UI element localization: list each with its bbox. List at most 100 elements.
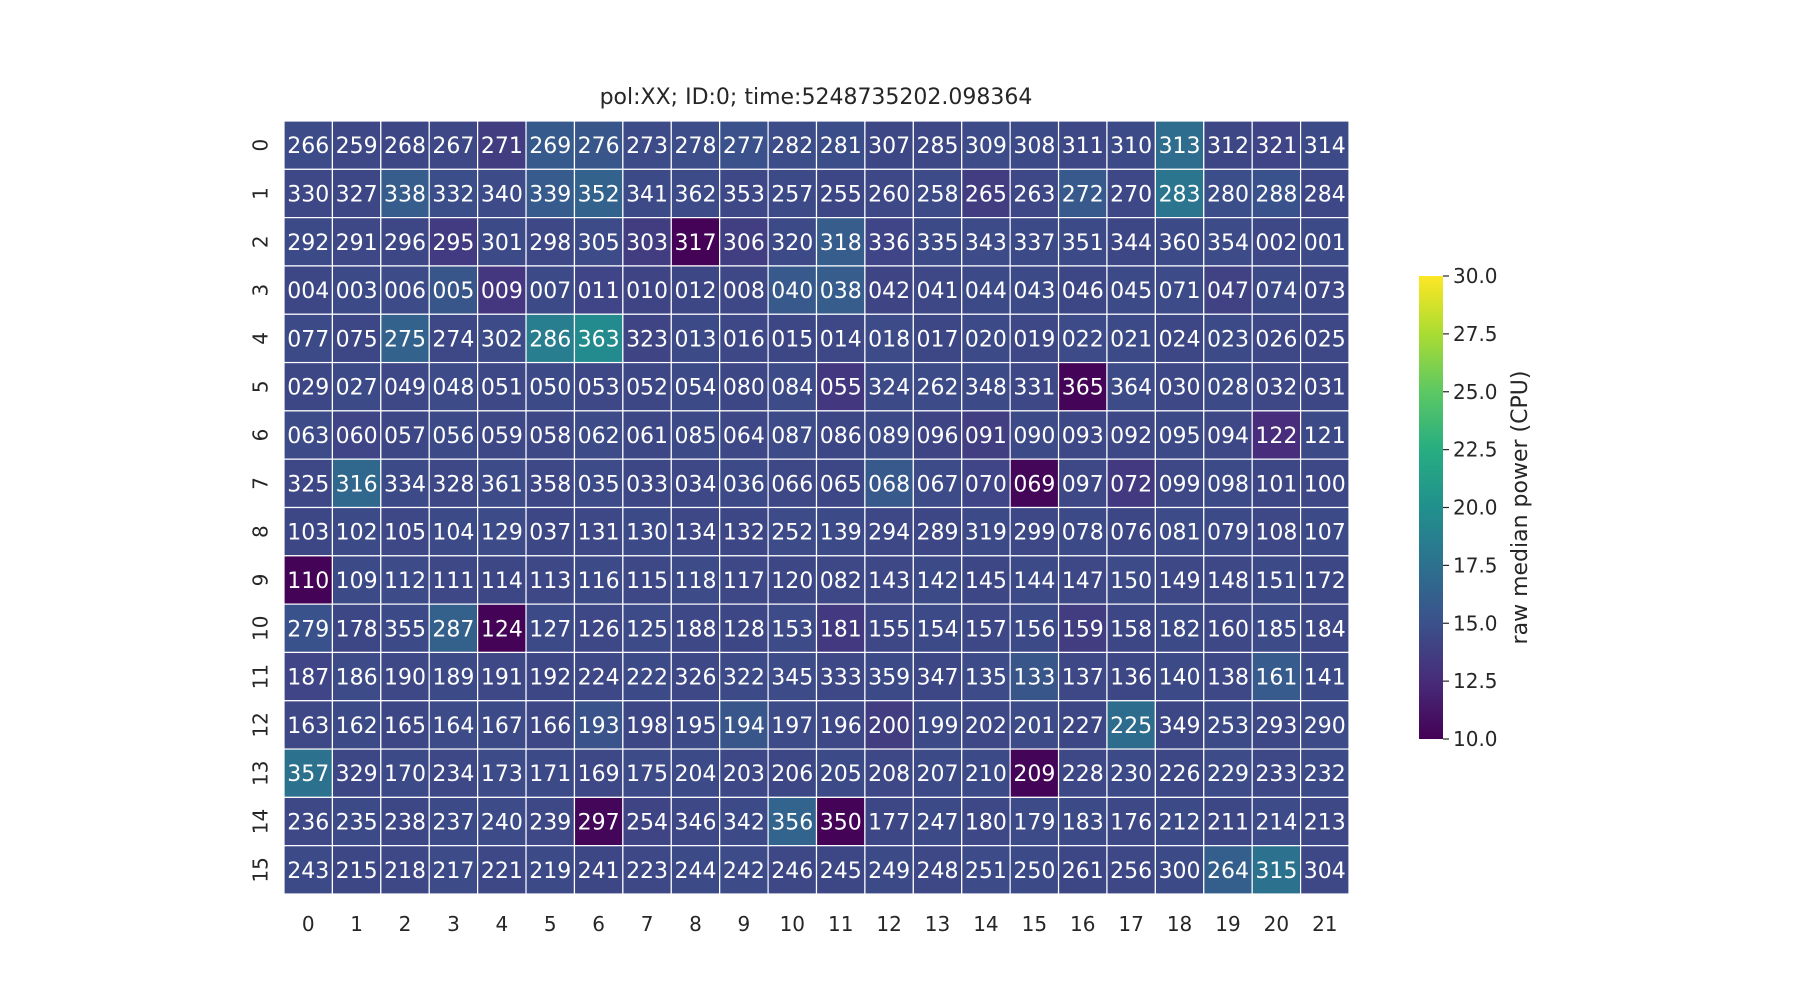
cell-label: 072 xyxy=(1110,472,1152,497)
heatmap-cell xyxy=(912,700,963,750)
heatmap-cell xyxy=(1009,265,1060,315)
cell-label: 271 xyxy=(481,134,523,159)
cell-label: 115 xyxy=(626,569,668,594)
heatmap-cell xyxy=(670,651,721,702)
cell-label: 234 xyxy=(432,762,474,787)
cell-label: 171 xyxy=(529,762,571,787)
cell-label: 333 xyxy=(820,666,862,691)
heatmap-cell xyxy=(525,361,576,412)
cell-label: 128 xyxy=(723,617,765,642)
cell-label: 285 xyxy=(917,134,959,159)
heatmap-cell xyxy=(380,313,430,364)
cell-label: 185 xyxy=(1255,617,1297,642)
heatmap-cell xyxy=(1106,410,1156,460)
cell-label: 180 xyxy=(965,811,1007,836)
cell-label: 178 xyxy=(336,617,378,642)
heatmap-cell xyxy=(912,555,963,605)
cell-label: 278 xyxy=(674,134,716,159)
cell-label: 149 xyxy=(1159,569,1201,594)
cell-label: 096 xyxy=(917,424,959,449)
cell-label: 345 xyxy=(771,666,813,691)
cell-label: 069 xyxy=(1013,472,1055,497)
cell-label: 329 xyxy=(336,762,378,787)
heatmap-cell xyxy=(912,651,963,702)
y-tick-label: 1 xyxy=(249,187,273,200)
heatmap-cell xyxy=(477,748,527,798)
heatmap-cell xyxy=(380,458,430,509)
heatmap-cell xyxy=(1299,651,1350,702)
heatmap-cell xyxy=(622,361,672,412)
cell-label: 199 xyxy=(917,714,959,739)
heatmap-cell xyxy=(864,748,914,798)
colorbar: 10.0 12.5 15.0 17.5 20.0 22.5 25.0 27.5 30.0 raw… xyxy=(1419,264,1533,751)
cell-label: 290 xyxy=(1304,714,1346,739)
heatmap-cell xyxy=(477,845,527,895)
cell-label: 238 xyxy=(384,811,426,836)
heatmap-cell xyxy=(719,748,769,798)
cell-label: 248 xyxy=(917,859,959,884)
heatmap-cell xyxy=(331,603,382,654)
x-tick-label: 14 xyxy=(973,912,998,936)
heatmap-cells: 266 259 268 267 271 269 276 273 278 277 282 281 307 2… xyxy=(283,120,1350,895)
cell-label: 137 xyxy=(1062,666,1104,691)
cell-label: 118 xyxy=(674,569,716,594)
heatmap-cell xyxy=(912,603,963,654)
cell-label: 346 xyxy=(674,811,716,836)
heatmap-cell xyxy=(1057,313,1108,364)
heatmap-cell xyxy=(670,555,721,605)
cell-label: 273 xyxy=(626,134,668,159)
cell-label: 047 xyxy=(1207,279,1249,304)
cell-label: 136 xyxy=(1110,666,1152,691)
cell-label: 235 xyxy=(336,811,378,836)
colorbar-tick-label: 27.5 xyxy=(1453,322,1498,346)
cell-label: 276 xyxy=(578,134,620,159)
heatmap-cell xyxy=(864,845,914,895)
cell-label: 065 xyxy=(820,472,862,497)
heatmap-cell xyxy=(1203,845,1253,895)
heatmap-cell xyxy=(283,217,334,267)
heatmap-cell xyxy=(525,217,576,267)
cell-label: 269 xyxy=(529,134,571,159)
heatmap-cell xyxy=(719,217,769,267)
heatmap-cell xyxy=(815,506,866,557)
cell-label: 249 xyxy=(868,859,910,884)
heatmap-cell xyxy=(815,217,866,267)
cell-label: 144 xyxy=(1013,569,1055,594)
cell-label: 055 xyxy=(820,376,862,401)
heatmap-cell xyxy=(961,168,1011,219)
cell-label: 350 xyxy=(820,811,862,836)
heatmap-cell xyxy=(622,603,672,654)
heatmap-cell xyxy=(670,313,721,364)
cell-label: 165 xyxy=(384,714,426,739)
heatmap-cell xyxy=(1203,313,1253,364)
cell-label: 107 xyxy=(1304,521,1346,546)
colorbar-label: raw median power (CPU) xyxy=(1508,371,1533,645)
cell-label: 183 xyxy=(1062,811,1104,836)
cell-label: 113 xyxy=(529,569,571,594)
x-tick-label: 8 xyxy=(689,912,702,936)
cell-label: 056 xyxy=(432,424,474,449)
cell-label: 253 xyxy=(1207,714,1249,739)
heatmap-cell xyxy=(622,700,672,750)
cell-label: 212 xyxy=(1159,811,1201,836)
heatmap-cell xyxy=(670,217,721,267)
heatmap-cell xyxy=(1154,555,1205,605)
cell-label: 020 xyxy=(965,327,1007,352)
heatmap-cell xyxy=(380,217,430,267)
heatmap-cell xyxy=(1299,120,1350,170)
heatmap-cell xyxy=(283,603,334,654)
y-tick-label: 7 xyxy=(249,477,273,490)
heatmap-cell xyxy=(1057,748,1108,798)
heatmap-cell xyxy=(1299,748,1350,798)
y-tick-label: 12 xyxy=(249,712,273,737)
cell-label: 177 xyxy=(868,811,910,836)
cell-label: 007 xyxy=(529,279,571,304)
heatmap-cell xyxy=(864,555,914,605)
cell-label: 084 xyxy=(771,376,813,401)
y-tick-label: 15 xyxy=(249,857,273,882)
cell-label: 034 xyxy=(674,472,716,497)
heatmap-cell xyxy=(283,313,334,364)
cell-label: 300 xyxy=(1159,859,1201,884)
cell-label: 206 xyxy=(771,762,813,787)
heatmap-cell xyxy=(622,120,672,170)
